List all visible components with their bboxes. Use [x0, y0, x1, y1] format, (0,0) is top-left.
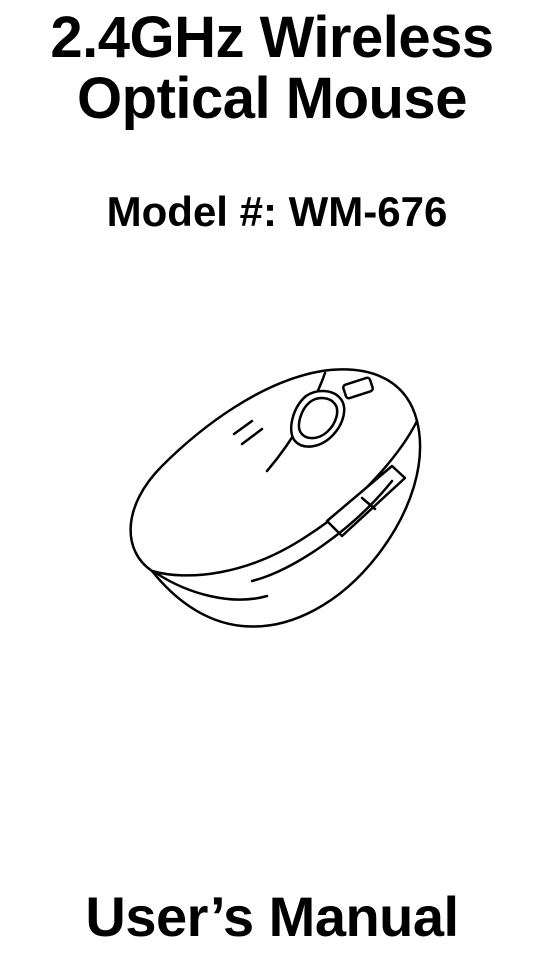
- product-title: 2.4GHz Wireless Optical Mouse: [0, 0, 544, 130]
- mouse-line-art-icon: [92, 326, 452, 646]
- manual-cover-page: 2.4GHz Wireless Optical Mouse Model #: W…: [0, 0, 544, 957]
- title-line-2: Optical Mouse: [77, 66, 467, 131]
- title-line-1: 2.4GHz Wireless: [50, 5, 493, 70]
- document-type-label: User’s Manual: [0, 884, 544, 949]
- model-number: Model #: WM-676: [0, 188, 544, 236]
- mouse-illustration: [0, 326, 544, 646]
